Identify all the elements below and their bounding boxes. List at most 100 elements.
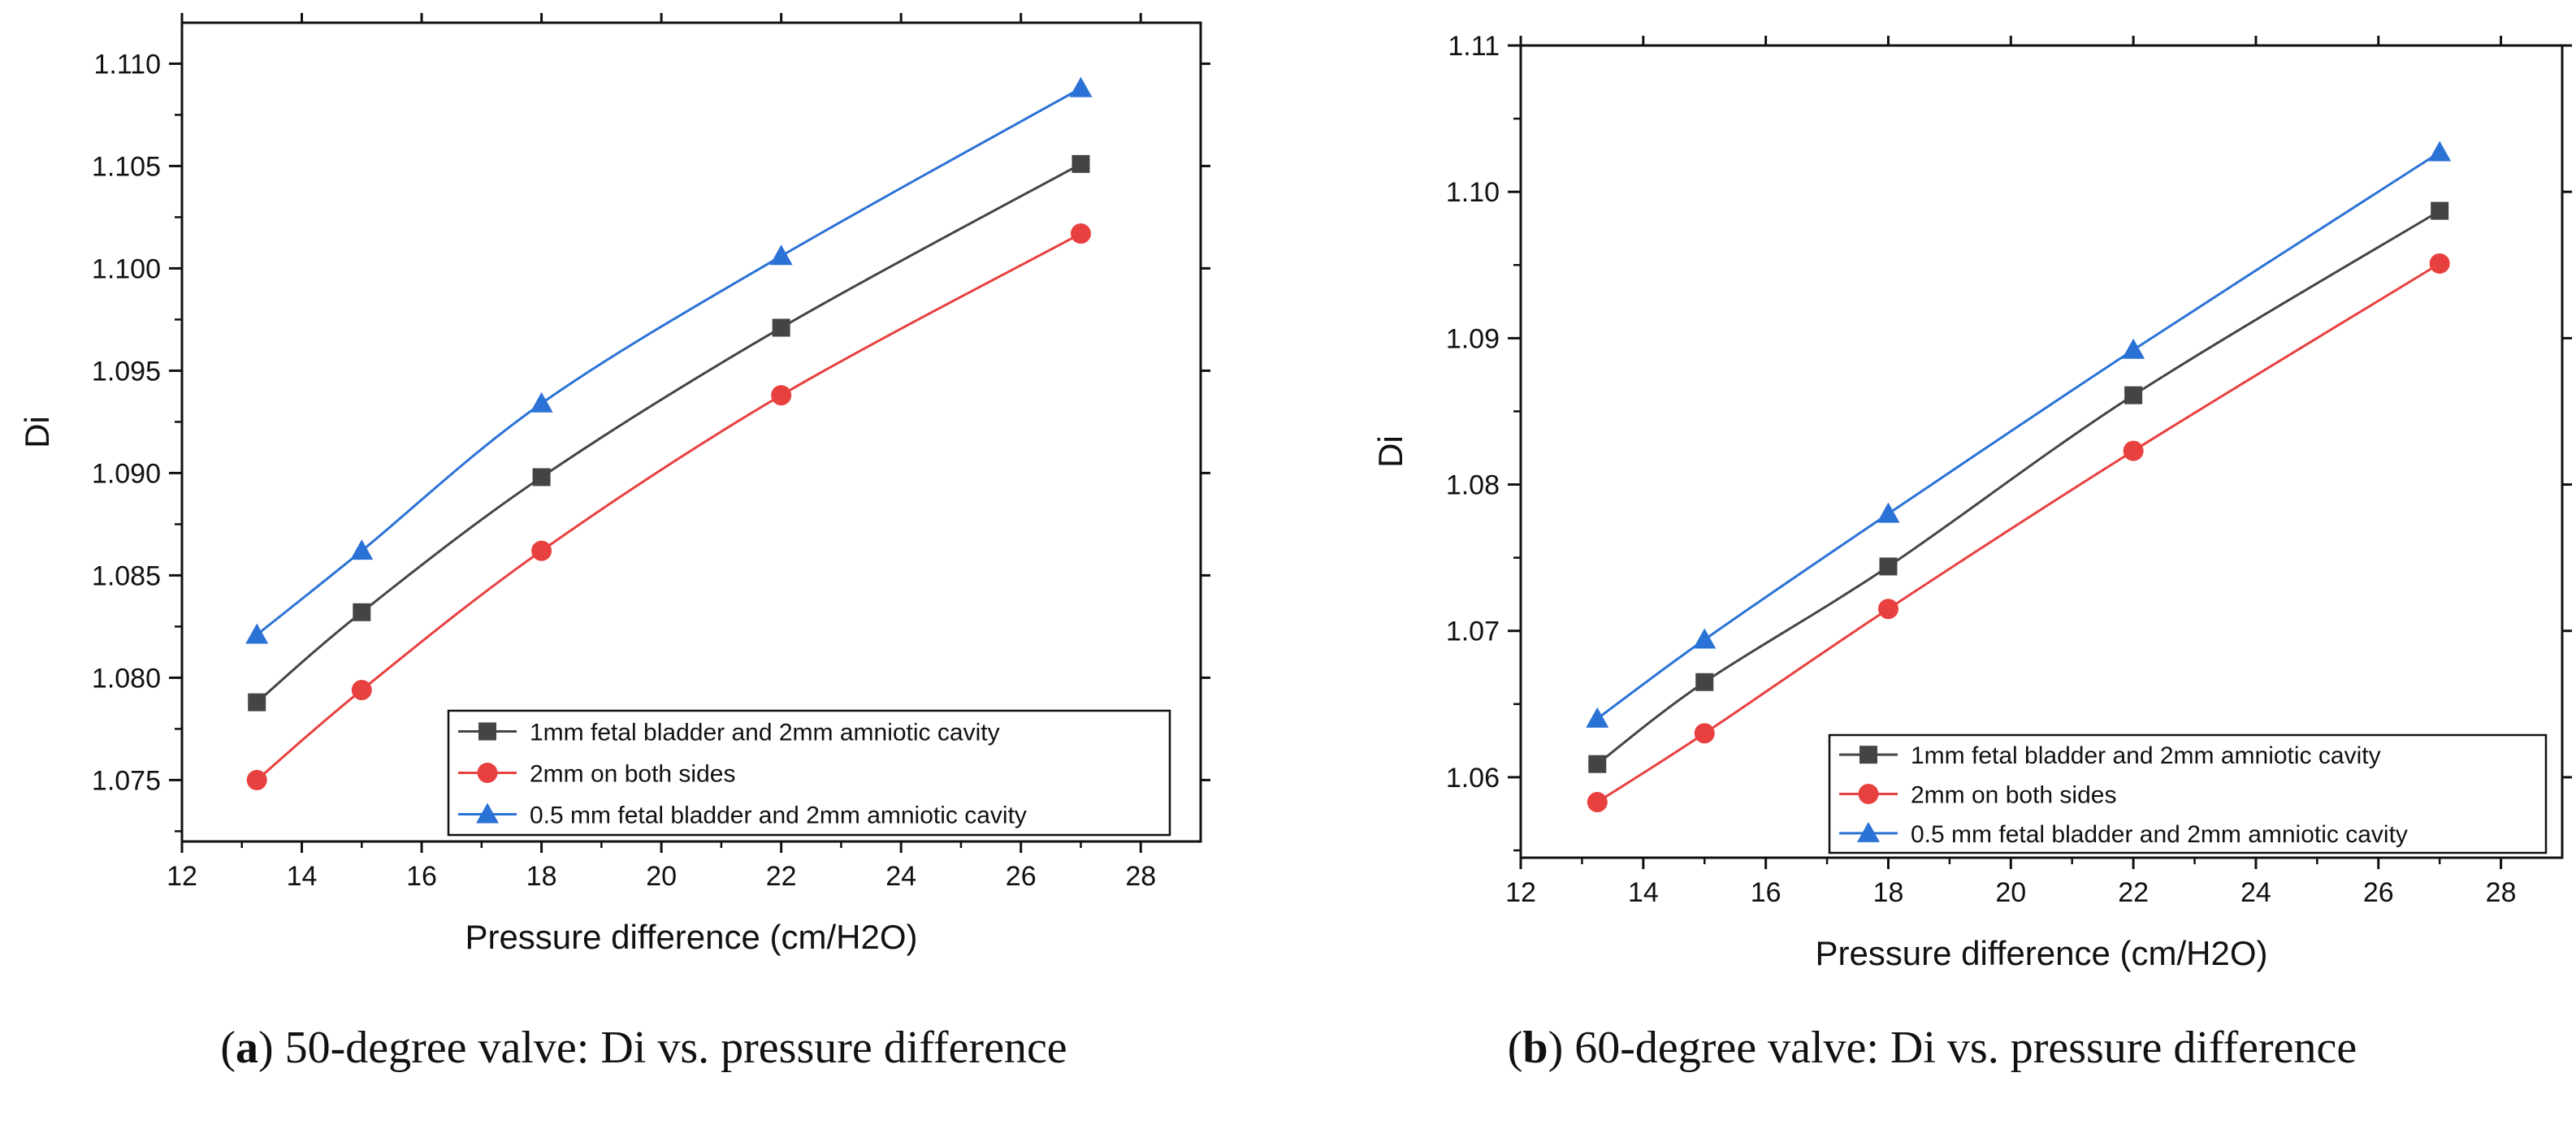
y-axis-title-a: Di: [18, 416, 56, 448]
legend-marker-b-0: [1859, 746, 1877, 764]
caption-b-text: 60-degree valve: Di vs. pressure differe…: [1574, 1023, 2357, 1073]
x-tick-label-a-4: 20: [646, 861, 677, 892]
y-tick-label-a-2: 1.085: [92, 560, 161, 591]
x-tick-label-b-2: 16: [1751, 877, 1782, 908]
legend-label-a-2: 0.5 mm fetal bladder and 2mm amniotic ca…: [530, 802, 1027, 829]
data-point-b-2-4: [2428, 141, 2452, 162]
y-tick-label-a-4: 1.095: [92, 356, 161, 387]
chart-panel-b: 12 14 16 18 20 22 24 26 28 1.06 1.07 1.08 1.09 1.10 1.…: [1288, 0, 2576, 1129]
data-point-b-2-2: [1877, 502, 1900, 523]
series-a-2: [245, 76, 1093, 644]
data-point-a-2-3: [769, 244, 793, 266]
data-point-b-0-3: [2124, 386, 2143, 404]
series-line-a-2: [256, 87, 1082, 636]
x-tick-label-a-0: 12: [167, 861, 197, 892]
data-point-a-2-0: [245, 623, 269, 644]
y-tick-label-b-5: 1.11: [1448, 31, 1500, 62]
series-b-1: [1587, 253, 2450, 813]
chart-b-svg: 12 14 16 18 20 22 24 26 28 1.06 1.07 1.08 1.09 1.10 1.…: [1371, 31, 2572, 972]
data-point-a-0-0: [248, 693, 266, 712]
series-a-1: [246, 223, 1091, 790]
x-tick-label-b-3: 18: [1873, 877, 1904, 908]
series-line-b-1: [1596, 262, 2440, 803]
legend-label-b-1: 2mm on both sides: [1911, 782, 2116, 809]
chart-a-svg: 12 14 16 18 20 22 24 26 28 1.075 1.080 1.085 1.090 1.…: [18, 13, 1210, 956]
data-point-a-1-4: [1070, 223, 1091, 244]
data-point-a-2-4: [1069, 76, 1093, 97]
legend-box-b: [1828, 733, 2548, 854]
caption-a-text: 50-degree valve: Di vs. pressure differe…: [284, 1023, 1067, 1073]
legend-label-a-1: 2mm on both sides: [530, 761, 735, 788]
data-point-b-1-1: [1694, 723, 1715, 744]
plot-frame-b: [1519, 44, 2564, 859]
legend-marker-b-1: [1858, 784, 1879, 804]
legend-marker-a-1: [477, 763, 498, 783]
series-line-b-2: [1596, 151, 2440, 720]
data-point-b-1-0: [1587, 792, 1608, 813]
legend-box-a: [447, 709, 1171, 837]
x-tick-label-b-1: 14: [1628, 877, 1659, 908]
y-tick-label-a-1: 1.080: [92, 663, 161, 694]
y-tick-label-b-2: 1.08: [1446, 470, 1500, 501]
data-point-b-0-2: [1879, 557, 1898, 576]
x-tick-label-b-7: 26: [2363, 877, 2394, 908]
x-tick-label-a-1: 14: [287, 861, 318, 892]
data-point-a-1-3: [771, 385, 792, 406]
legend-marker-a-2: [476, 802, 499, 824]
data-point-b-2-0: [1586, 707, 1609, 728]
series-b-2: [1586, 141, 2452, 728]
caption-b: (b) 60-degree valve: Di vs. pressure dif…: [1507, 1023, 2357, 1073]
y-axis-title-b: Di: [1371, 435, 1409, 468]
y-tick-label-a-0: 1.075: [92, 765, 161, 796]
data-point-a-0-4: [1072, 154, 1090, 173]
y-tick-label-b-4: 1.10: [1446, 177, 1500, 208]
x-tick-label-a-7: 26: [1006, 861, 1037, 892]
data-point-b-0-0: [1588, 755, 1607, 773]
x-tick-label-a-5: 22: [766, 861, 797, 892]
data-point-b-1-3: [2123, 440, 2144, 461]
data-point-a-0-3: [772, 318, 790, 337]
x-tick-label-a-6: 24: [885, 861, 916, 892]
series-line-a-1: [256, 232, 1082, 781]
plot-frame-a: [180, 21, 1202, 843]
data-point-b-1-2: [1877, 599, 1898, 620]
data-point-a-1-0: [246, 769, 267, 790]
y-tick-label-a-5: 1.100: [92, 253, 161, 284]
x-tick-label-a-2: 16: [406, 861, 437, 892]
x-tick-label-b-5: 22: [2118, 877, 2149, 908]
data-point-a-1-2: [531, 540, 552, 561]
data-point-b-2-1: [1693, 628, 1717, 649]
legend-marker-b-2: [1857, 821, 1880, 842]
data-point-b-0-4: [2431, 201, 2449, 220]
caption-b-letter: b: [1522, 1023, 1548, 1073]
data-point-a-1-1: [351, 680, 372, 701]
data-point-b-0-1: [1695, 673, 1714, 691]
chart-panel-a: 12 14 16 18 20 22 24 26 28 1.075 1.080 1.085 1.090 1.…: [18, 13, 1210, 1073]
series-b-0: [1588, 201, 2449, 773]
series-line-a-0: [256, 162, 1082, 703]
x-tick-label-b-8: 28: [2486, 877, 2517, 908]
x-tick-label-a-3: 18: [526, 861, 557, 892]
x-tick-label-a-8: 28: [1125, 861, 1156, 892]
series-line-b-0: [1596, 210, 2440, 765]
x-tick-label-b-0: 12: [1505, 877, 1536, 908]
data-point-b-1-4: [2429, 253, 2450, 274]
caption-a-letter: a: [236, 1023, 258, 1073]
y-tick-label-b-0: 1.06: [1446, 763, 1500, 794]
x-axis-title-a: Pressure difference (cm/H2O): [465, 918, 917, 956]
data-point-a-0-1: [353, 603, 371, 621]
legend-label-b-2: 0.5 mm fetal bladder and 2mm amniotic ca…: [1911, 821, 2408, 848]
y-tick-label-a-7: 1.110: [93, 49, 161, 80]
series-a-0: [248, 154, 1090, 712]
y-tick-label-a-6: 1.105: [92, 151, 161, 182]
legend-marker-a-0: [478, 722, 496, 741]
x-axis-title-b: Pressure difference (cm/H2O): [1815, 934, 2267, 972]
legend-label-b-0: 1mm fetal bladder and 2mm amniotic cavit…: [1911, 742, 2381, 769]
data-point-a-0-2: [532, 468, 551, 487]
data-point-b-2-3: [2122, 338, 2145, 359]
y-tick-label-b-1: 1.07: [1446, 616, 1500, 647]
y-tick-label-a-3: 1.090: [92, 458, 161, 489]
data-point-a-2-2: [530, 391, 553, 413]
x-tick-label-b-6: 24: [2240, 877, 2271, 908]
caption-a: (a) 50-degree valve: Di vs. pressure dif…: [220, 1023, 1067, 1073]
